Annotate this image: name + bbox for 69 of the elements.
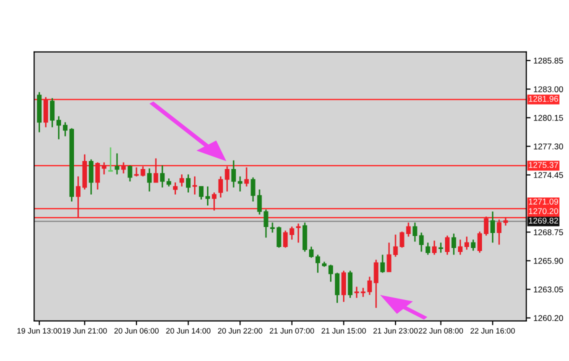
candlestick	[412, 222, 418, 242]
candlestick	[62, 122, 68, 137]
candlestick	[180, 174, 184, 188]
candlestick	[341, 270, 346, 303]
candlestick	[192, 176, 198, 196]
y-tick-label: 1274.45	[534, 172, 564, 178]
candlestick	[198, 186, 204, 200]
candlestick	[114, 152, 120, 176]
candlestick	[438, 242, 444, 254]
candlestick	[173, 182, 178, 196]
ref-line-label: 1270.20	[528, 208, 558, 214]
candlestick	[283, 230, 288, 248]
candlestick	[238, 176, 242, 192]
candlestick	[121, 162, 126, 174]
candlestick	[186, 174, 191, 194]
candlestick	[426, 242, 430, 256]
candlestick	[477, 230, 482, 254]
candlestick	[128, 164, 132, 182]
candlestick	[296, 222, 301, 244]
candlestick	[244, 166, 249, 188]
candlestick	[334, 272, 340, 304]
candlestick	[328, 264, 334, 282]
y-tick-label: 1268.75	[534, 229, 564, 236]
candlestick	[147, 168, 152, 192]
candlestick	[445, 234, 450, 256]
candlestick	[432, 240, 437, 256]
candlestick	[218, 176, 223, 198]
candlestick	[95, 162, 100, 190]
candlestick	[496, 218, 502, 246]
candlestick	[44, 96, 48, 128]
y-tick-label: 1285.85	[534, 58, 564, 64]
candlestick	[348, 270, 352, 299]
candlestick	[354, 286, 359, 299]
candlestick	[484, 216, 488, 236]
candlestick	[56, 116, 62, 140]
candlestick	[490, 210, 495, 244]
candlestick	[458, 238, 463, 256]
ref-line-label: 1275.37	[528, 162, 558, 168]
candlestick	[367, 276, 372, 296]
y-tick-label: 1280.15	[534, 114, 564, 121]
candlestick	[224, 166, 230, 192]
candlestick	[419, 232, 424, 252]
candlestick	[212, 192, 216, 212]
candlestick	[380, 254, 385, 274]
candlestick	[464, 236, 470, 250]
text: 1277.30	[534, 144, 564, 150]
candlestick	[360, 287, 366, 298]
candlestick	[205, 186, 210, 206]
candlestick	[154, 158, 158, 184]
ref-line-label: 1281.96	[528, 96, 558, 102]
candlestick	[160, 164, 165, 188]
candlestick	[290, 226, 294, 240]
text: 1260.20	[534, 315, 564, 322]
candlestick	[470, 238, 476, 252]
candlestick	[88, 158, 94, 196]
candlestick	[452, 232, 456, 256]
text: 1283.00	[534, 86, 564, 92]
candlestick	[374, 259, 378, 309]
candlestick	[50, 97, 55, 128]
ref-line-label: 1271.09	[528, 198, 558, 205]
text: 1265.90	[534, 258, 564, 264]
candlestick	[231, 160, 236, 188]
candlestick	[108, 146, 113, 172]
candlestick	[102, 162, 106, 176]
y-tick-label: 1263.05	[534, 286, 564, 292]
ref-line-label: 1269.82	[528, 218, 558, 224]
candlestick	[309, 246, 314, 258]
candlestick	[316, 254, 320, 274]
candlestick	[76, 176, 80, 218]
